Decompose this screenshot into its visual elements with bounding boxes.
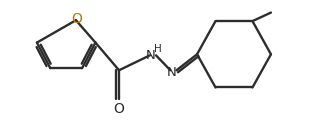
Text: O: O [71,12,82,26]
Text: N: N [146,49,156,62]
Text: H: H [154,44,162,54]
Text: O: O [114,102,124,116]
Text: N: N [167,66,176,79]
